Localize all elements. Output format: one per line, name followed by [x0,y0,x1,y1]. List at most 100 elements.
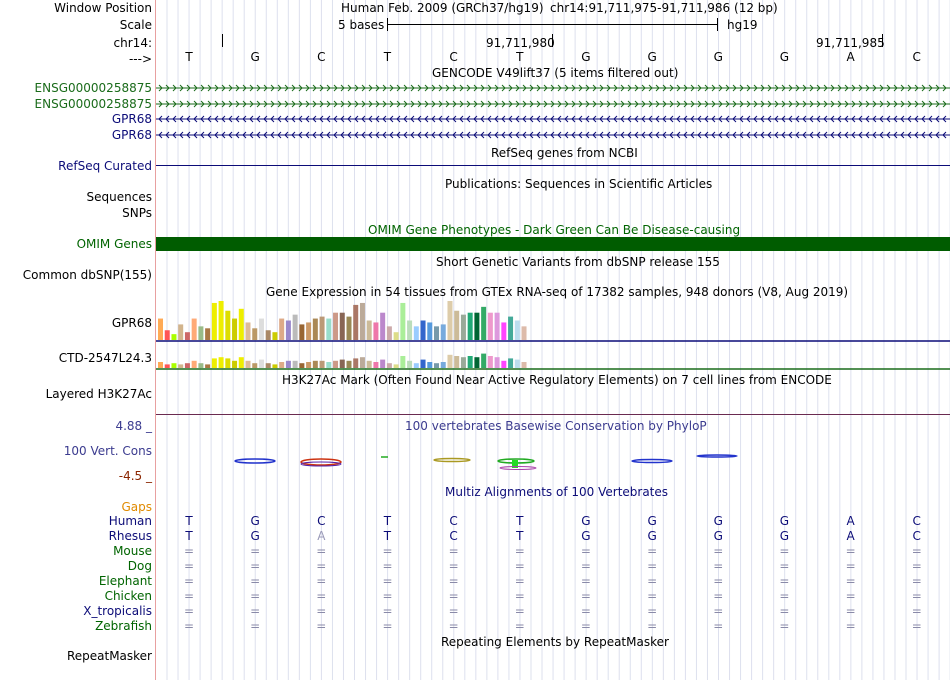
gtex-bar [272,332,278,340]
alignment-base: = [448,619,459,633]
gtex-bar [205,364,211,368]
alignment-base: = [779,574,790,588]
gencode-feature-1[interactable] [156,83,950,93]
gtex-bar [238,357,244,368]
alignment-base: = [183,574,195,588]
gencode-feature-3[interactable] [156,114,950,124]
label-strand-arrow: ---> [128,52,152,66]
gtex-bar [474,357,480,368]
phylop-mark [234,458,276,464]
gtex-bar [258,359,264,368]
species-label-zebrafish: Zebrafish [95,619,152,633]
gtex-bar [238,308,244,340]
gtex-bar [205,328,211,340]
alignment-base: = [250,619,261,633]
species-label-chicken: Chicken [104,589,152,603]
label-gtex-gpr68[interactable]: GPR68 [111,316,152,330]
label-common-dbsnp[interactable]: Common dbSNP(155) [22,268,152,282]
alignment-base: T [516,529,524,543]
label-phylop-min: -4.5 _ [118,469,152,483]
alignment-base: = [514,619,525,633]
gtex-title[interactable]: Gene Expression in 54 tissues from GTEx … [266,285,849,299]
gtex-bar [292,314,298,340]
gtex-bar [198,363,204,368]
dbsnp-title[interactable]: Short Genetic Variants from dbSNP releas… [436,255,720,269]
label-gtex-ctd[interactable]: CTD-2547L24.3 [58,351,152,365]
phylop-title[interactable]: 100 vertebrates Basewise Conservation by… [405,419,707,433]
gtex-bar [427,362,433,368]
label-ensg-1[interactable]: ENSG00000258875 [34,81,152,95]
repeatmasker-title[interactable]: Repeating Elements by RepeatMasker [441,635,669,649]
alignment-base: = [183,604,195,618]
gtex-bar [440,362,446,368]
gtex-bar [285,360,291,368]
gtex-bar [178,364,184,368]
alignment-base: = [448,574,459,588]
alignment-base: = [845,559,856,573]
phylop-chart[interactable] [156,450,950,474]
omim-feature-bar[interactable] [156,237,950,251]
gtex-bar [245,360,251,368]
label-gpr68-1[interactable]: GPR68 [111,112,152,126]
gtex-bar [339,359,345,368]
refseq-title[interactable]: RefSeq genes from NCBI [491,146,638,160]
label-gaps[interactable]: Gaps [121,500,152,514]
alignment-base: = [713,619,724,633]
h3k27ac-title[interactable]: H3K27Ac Mark (Often Found Near Active Re… [282,373,832,387]
scale-bar [387,24,718,25]
reference-base: T [185,50,193,64]
alignment-base: = [514,544,525,558]
alignment-base: = [382,574,393,588]
gtex-gpr68-chart[interactable] [156,300,950,342]
label-omim-genes[interactable]: OMIM Genes [76,237,152,251]
alignment-base: = [183,544,195,558]
alignment-base: = [514,589,525,603]
gencode-feature-2[interactable] [156,99,950,109]
alignment-base: = [448,604,459,618]
alignment-base: = [250,589,261,603]
alignment-base: = [845,604,856,618]
alignment-base: = [911,619,922,633]
label-gpr68-2[interactable]: GPR68 [111,128,152,142]
gtex-bar [164,364,170,368]
label-repeatmasker[interactable]: RepeatMasker [66,649,152,663]
gtex-bar [373,322,379,340]
label-refseq-curated[interactable]: RefSeq Curated [58,159,152,173]
alignment-base: = [580,574,591,588]
species-label-mouse: Mouse [113,544,152,558]
gtex-bar [319,316,325,340]
alignment-base: = [779,619,790,633]
omim-title[interactable]: OMIM Gene Phenotypes - Dark Green Can Be… [368,223,741,237]
reference-base: T [516,50,524,64]
alignment-base: = [845,619,856,633]
alignment-base: = [580,589,591,603]
gencode-title[interactable]: GENCODE V49lift37 (5 items filtered out) [432,66,679,80]
gtex-bar [373,362,379,368]
gencode-feature-4[interactable] [156,130,950,140]
alignment-base: A [846,529,855,543]
species-label-dog: Dog [127,559,152,573]
alignment-base: = [911,544,922,558]
gtex-bar [225,358,231,368]
label-sequences[interactable]: Sequences [86,190,152,204]
alignment-base: = [316,604,327,618]
gtex-ctd-chart[interactable] [156,343,950,370]
alignment-base: G [250,514,260,528]
gtex-bar [191,360,197,368]
alignment-base: = [580,544,591,558]
refseq-feature-line[interactable] [156,165,950,166]
gtex-bar [447,354,453,368]
scale-db: hg19 [727,18,758,32]
label-ensg-2[interactable]: ENSG00000258875 [34,97,152,111]
label-phylop[interactable]: 100 Vert. Cons [63,444,152,458]
gtex-bar [393,332,399,340]
gtex-bar [386,326,392,340]
alignment-base: = [514,574,525,588]
label-snps[interactable]: SNPs [122,206,152,220]
multiz-title[interactable]: Multiz Alignments of 100 Vertebrates [445,485,669,499]
alignment-base: = [250,574,261,588]
publications-title[interactable]: Publications: Sequences in Scientific Ar… [445,177,713,191]
gtex-bar [191,318,197,340]
alignment-base: G [647,514,657,528]
label-layered-h3k27ac[interactable]: Layered H3K27Ac [45,387,152,401]
